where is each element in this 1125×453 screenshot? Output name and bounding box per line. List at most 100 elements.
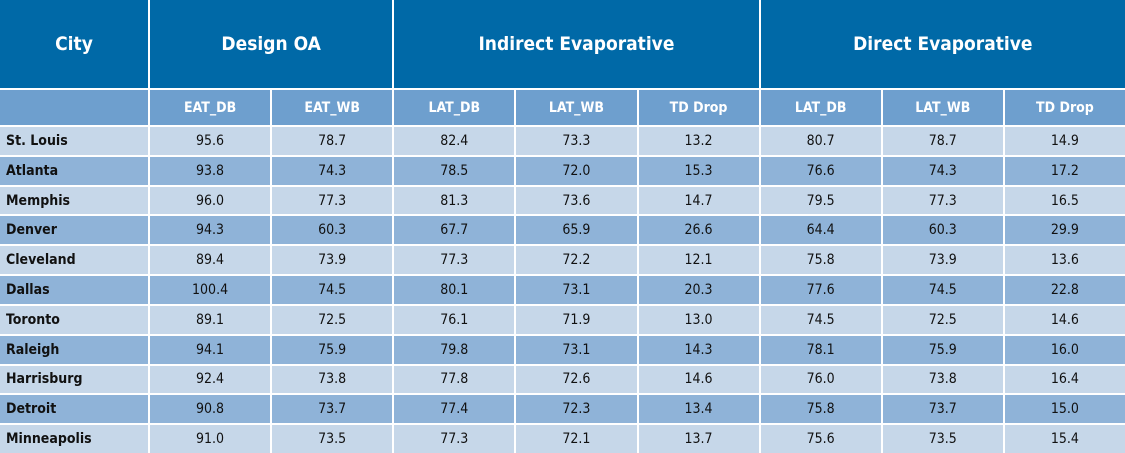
value-cell: 73.6	[516, 186, 637, 215]
subheader: LAT_DB	[394, 90, 515, 125]
value-cell: 15.0	[1004, 395, 1125, 424]
value-cell: 60.3	[272, 216, 393, 245]
value-cell: 91.0	[150, 425, 271, 453]
value-cell: 29.9	[1004, 216, 1125, 245]
city-cell: Cleveland	[0, 246, 148, 275]
value-cell: 17.2	[1004, 156, 1125, 185]
value-cell: 82.4	[394, 127, 515, 155]
value-cell: 12.1	[638, 246, 759, 275]
value-cell: 26.6	[638, 216, 759, 245]
value-cell: 13.0	[638, 305, 759, 334]
city-cell: Raleigh	[0, 335, 148, 364]
value-cell: 94.1	[150, 335, 271, 364]
value-cell: 80.7	[760, 127, 881, 155]
value-cell: 73.1	[516, 276, 637, 304]
value-cell: 74.5	[760, 305, 881, 334]
city-cell: Memphis	[0, 186, 148, 215]
value-cell: 65.9	[516, 216, 637, 245]
value-cell: 14.3	[638, 335, 759, 364]
value-cell: 72.5	[882, 305, 1003, 334]
value-cell: 73.5	[272, 425, 393, 453]
subheader: EAT_DB	[150, 90, 271, 125]
city-cell: Detroit	[0, 395, 148, 424]
value-cell: 100.4	[150, 276, 271, 304]
value-cell: 77.3	[272, 186, 393, 215]
value-cell: 14.7	[638, 186, 759, 215]
value-cell: 16.5	[1004, 186, 1125, 215]
value-cell: 74.3	[272, 156, 393, 185]
subheader: LAT_WB	[882, 90, 1003, 125]
subheader: TD Drop	[1004, 90, 1125, 125]
value-cell: 14.6	[1004, 305, 1125, 334]
value-cell: 78.7	[272, 127, 393, 155]
value-cell: 60.3	[882, 216, 1003, 245]
value-cell: 89.4	[150, 246, 271, 275]
value-cell: 90.8	[150, 395, 271, 424]
value-cell: 74.3	[882, 156, 1003, 185]
subheader: LAT_WB	[516, 90, 637, 125]
value-cell: 15.4	[1004, 425, 1125, 453]
value-cell: 73.9	[882, 246, 1003, 275]
city-cell: Minneapolis	[0, 425, 148, 453]
value-cell: 73.5	[882, 425, 1003, 453]
value-cell: 22.8	[1004, 276, 1125, 304]
city-cell: Toronto	[0, 305, 148, 334]
value-cell: 73.8	[272, 365, 393, 394]
value-cell: 77.3	[394, 246, 515, 275]
group-header: Direct Evaporative	[760, 0, 1125, 88]
value-cell: 92.4	[150, 365, 271, 394]
value-cell: 80.1	[394, 276, 515, 304]
value-cell: 78.5	[394, 156, 515, 185]
value-cell: 14.6	[638, 365, 759, 394]
value-cell: 67.7	[394, 216, 515, 245]
subheader: TD Drop	[638, 90, 759, 125]
value-cell: 77.8	[394, 365, 515, 394]
subheader-blank	[0, 90, 148, 125]
value-cell: 72.5	[272, 305, 393, 334]
value-cell: 79.8	[394, 335, 515, 364]
value-cell: 78.7	[882, 127, 1003, 155]
value-cell: 73.7	[272, 395, 393, 424]
value-cell: 72.1	[516, 425, 637, 453]
value-cell: 16.0	[1004, 335, 1125, 364]
value-cell: 79.5	[760, 186, 881, 215]
subheader: LAT_DB	[760, 90, 881, 125]
value-cell: 76.6	[760, 156, 881, 185]
value-cell: 14.9	[1004, 127, 1125, 155]
value-cell: 72.3	[516, 395, 637, 424]
value-cell: 74.5	[882, 276, 1003, 304]
value-cell: 72.6	[516, 365, 637, 394]
value-cell: 73.1	[516, 335, 637, 364]
value-cell: 73.3	[516, 127, 637, 155]
value-cell: 96.0	[150, 186, 271, 215]
value-cell: 77.6	[760, 276, 881, 304]
value-cell: 77.3	[394, 425, 515, 453]
value-cell: 93.8	[150, 156, 271, 185]
group-header: City	[0, 0, 148, 88]
value-cell: 76.0	[760, 365, 881, 394]
value-cell: 72.0	[516, 156, 637, 185]
value-cell: 76.1	[394, 305, 515, 334]
subheader: EAT_WB	[272, 90, 393, 125]
value-cell: 13.6	[1004, 246, 1125, 275]
value-cell: 89.1	[150, 305, 271, 334]
city-cell: Harrisburg	[0, 365, 148, 394]
value-cell: 20.3	[638, 276, 759, 304]
value-cell: 75.9	[882, 335, 1003, 364]
value-cell: 77.4	[394, 395, 515, 424]
group-header: Indirect Evaporative	[394, 0, 759, 88]
city-cell: Atlanta	[0, 156, 148, 185]
value-cell: 81.3	[394, 186, 515, 215]
value-cell: 15.3	[638, 156, 759, 185]
value-cell: 13.2	[638, 127, 759, 155]
value-cell: 64.4	[760, 216, 881, 245]
value-cell: 71.9	[516, 305, 637, 334]
value-cell: 75.9	[272, 335, 393, 364]
city-cell: St. Louis	[0, 127, 148, 155]
value-cell: 75.6	[760, 425, 881, 453]
value-cell: 73.7	[882, 395, 1003, 424]
value-cell: 75.8	[760, 246, 881, 275]
value-cell: 75.8	[760, 395, 881, 424]
value-cell: 72.2	[516, 246, 637, 275]
